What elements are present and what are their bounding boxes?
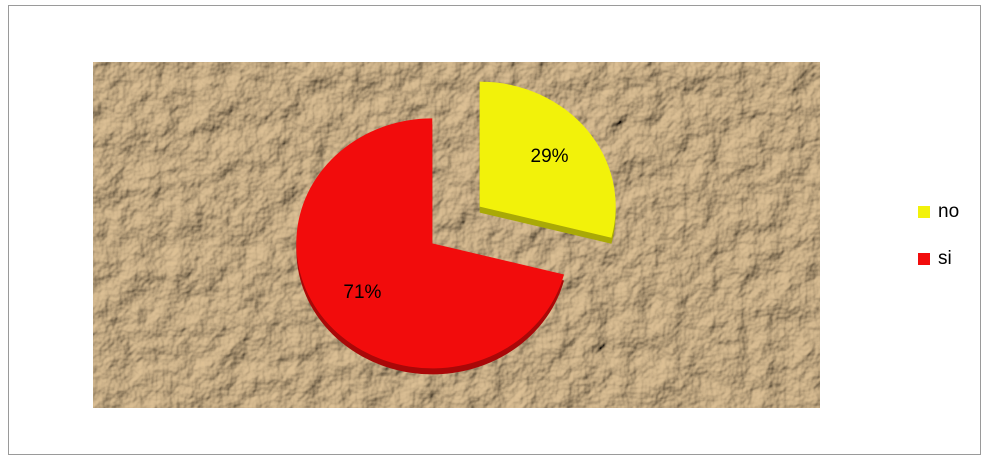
legend-swatch	[918, 206, 930, 218]
legend-label: si	[938, 248, 952, 269]
legend-swatch	[918, 253, 930, 265]
chart: 29% 71% no si	[0, 0, 989, 461]
legend-label: no	[938, 201, 959, 222]
data-label: 29%	[531, 146, 569, 167]
data-label: 71%	[343, 282, 381, 303]
